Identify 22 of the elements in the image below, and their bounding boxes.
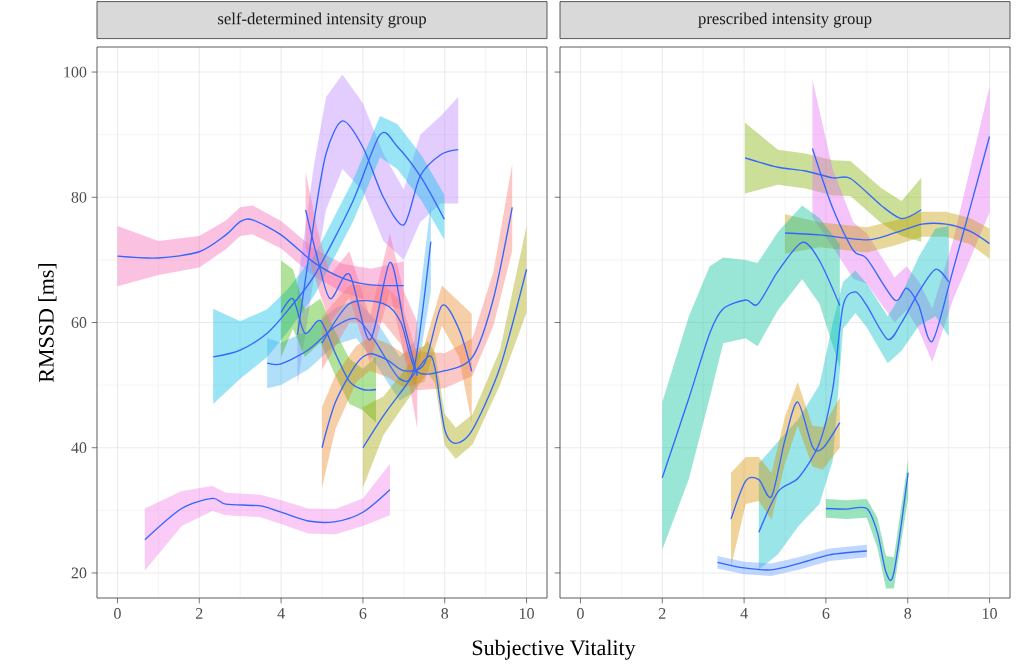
y-tick-label: 80 (71, 191, 87, 203)
x-tick-label: 2 (195, 608, 203, 619)
x-tick-label: 0 (577, 608, 584, 619)
y-axis-title: RMSSD [ms] (38, 263, 57, 383)
chart-title: self-determined intensity group (218, 12, 426, 28)
x-tick-label: 6 (359, 608, 367, 619)
x-tick-label: 2 (658, 608, 666, 619)
x-axis-title: Subjective Vitality (472, 639, 636, 660)
y-tick-label: 100 (64, 66, 87, 78)
x-tick-label: 10 (982, 608, 997, 619)
x-tick-label: 4 (740, 608, 748, 619)
x-tick-label: 8 (441, 608, 449, 619)
line-series (144, 489, 391, 541)
x-tick-label: 6 (822, 608, 830, 619)
chart-title: prescribed intensity group (698, 12, 872, 28)
x-tick-label: 10 (519, 608, 534, 619)
y-tick-label: 40 (71, 442, 87, 454)
y-tick-label: 60 (71, 317, 87, 328)
x-tick-label: 0 (114, 608, 121, 619)
y-tick-label: 20 (71, 567, 87, 579)
x-tick-label: 4 (277, 608, 285, 619)
x-tick-label: 8 (904, 608, 912, 619)
